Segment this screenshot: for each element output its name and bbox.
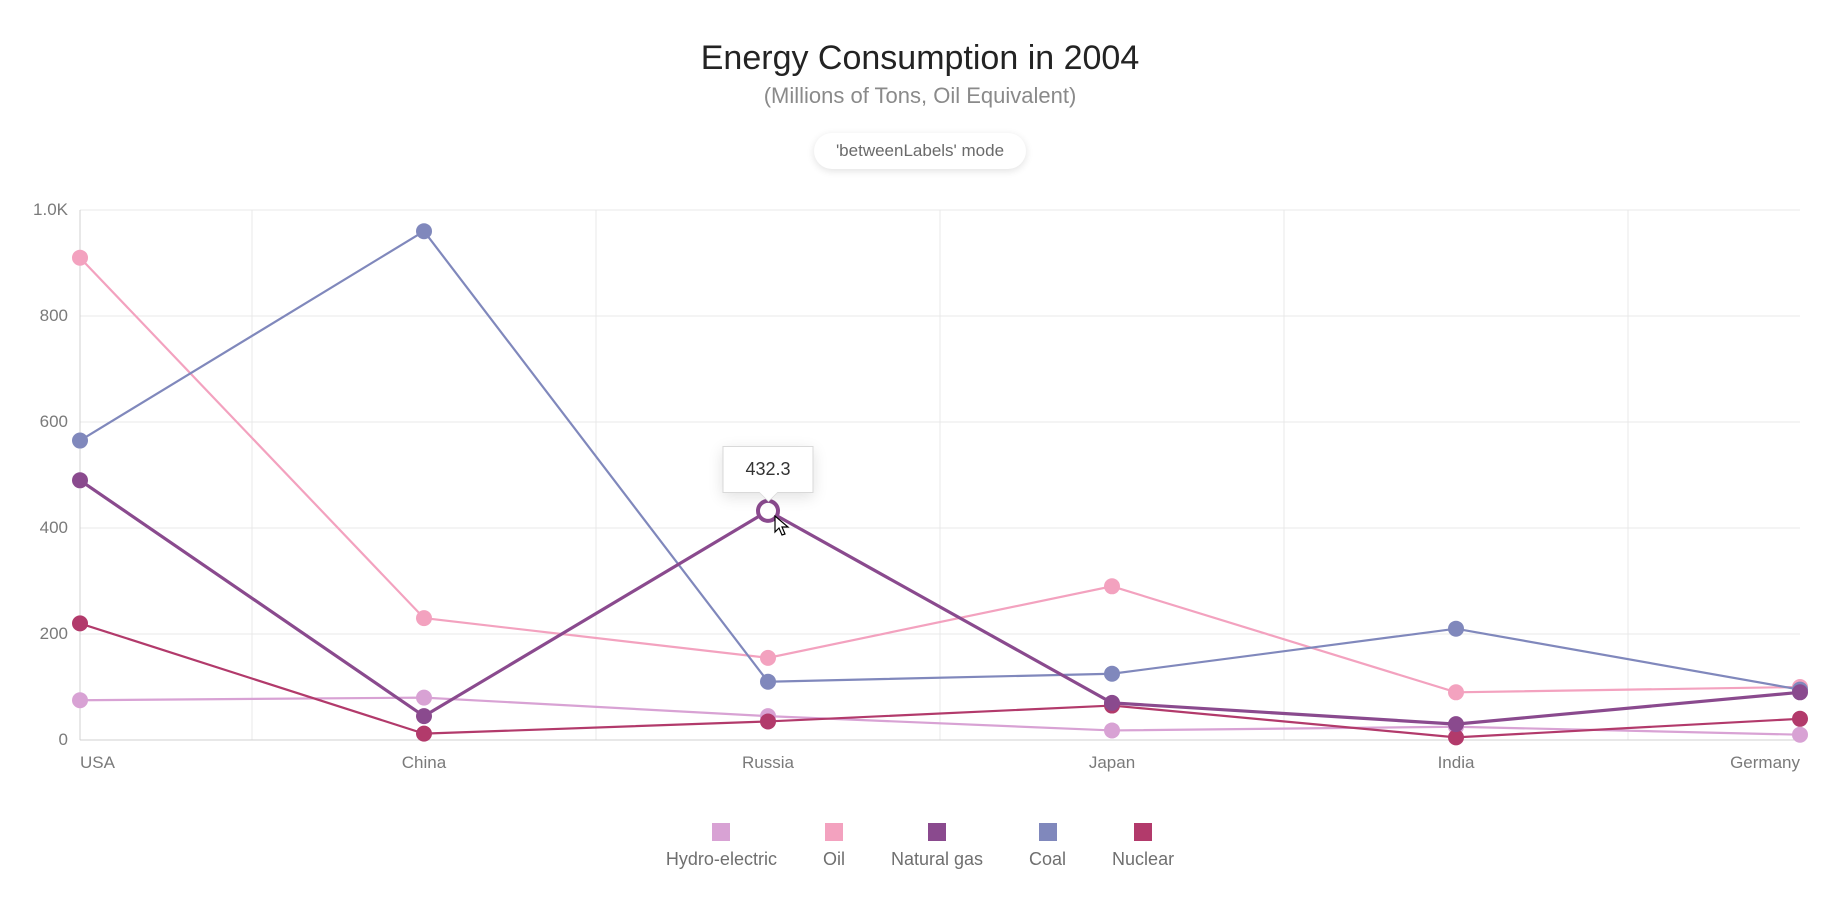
legend-item-oil[interactable]: Oil (823, 823, 845, 870)
y-tick-label: 200 (40, 624, 68, 643)
series-marker-gas[interactable] (1104, 695, 1120, 711)
series-marker-oil[interactable] (72, 250, 88, 266)
plot-area[interactable]: 0 200 400 600 800 1.0K USA China Russia Japan Indi… (0, 200, 1840, 780)
x-tick-label: USA (80, 753, 116, 772)
plot-svg: 0 200 400 600 800 1.0K USA China Russia Japan Indi… (0, 200, 1840, 780)
y-tick-label: 600 (40, 412, 68, 431)
legend-item-hydro[interactable]: Hydro-electric (666, 823, 777, 870)
series-marker-coal[interactable] (416, 223, 432, 239)
chart-subtitle: (Millions of Tons, Oil Equivalent) (0, 83, 1840, 109)
y-tick-label: 0 (59, 730, 68, 749)
chart-title: Energy Consumption in 2004 (0, 38, 1840, 79)
legend-swatch (712, 823, 730, 841)
series-marker-gas[interactable] (72, 472, 88, 488)
legend-label: Nuclear (1112, 849, 1174, 870)
series-marker-nuclear[interactable] (416, 726, 432, 742)
legend-item-gas[interactable]: Natural gas (891, 823, 983, 870)
x-tick-label: Japan (1089, 753, 1135, 772)
mode-badge[interactable]: 'betweenLabels' mode (814, 133, 1026, 169)
series-marker-oil[interactable] (416, 610, 432, 626)
y-tick-label: 400 (40, 518, 68, 537)
series-marker-gas[interactable] (1792, 684, 1808, 700)
legend-label: Hydro-electric (666, 849, 777, 870)
tooltip: 432.3 (722, 446, 813, 493)
series-marker-hydro[interactable] (1792, 727, 1808, 743)
x-tick-label: China (402, 753, 447, 772)
chart-container: Energy Consumption in 2004 (Millions of … (0, 0, 1840, 900)
y-tick-label: 800 (40, 306, 68, 325)
series-marker-gas[interactable] (1448, 716, 1464, 732)
legend-swatch (825, 823, 843, 841)
series-marker-coal[interactable] (760, 674, 776, 690)
series-marker-nuclear[interactable] (72, 615, 88, 631)
y-tick-label: 1.0K (33, 200, 69, 219)
x-tick-label: India (1438, 753, 1475, 772)
title-block: Energy Consumption in 2004 (Millions of … (0, 0, 1840, 169)
series-marker-coal[interactable] (72, 433, 88, 449)
legend: Hydro-electric Oil Natural gas Coal Nuclear (0, 823, 1840, 870)
series-marker-coal[interactable] (1448, 621, 1464, 637)
legend-swatch (1039, 823, 1057, 841)
legend-swatch (1134, 823, 1152, 841)
series-marker-coal[interactable] (1104, 666, 1120, 682)
series-marker-hydro[interactable] (72, 692, 88, 708)
series-marker-hydro[interactable] (416, 690, 432, 706)
legend-swatch (928, 823, 946, 841)
legend-item-coal[interactable]: Coal (1029, 823, 1066, 870)
x-tick-label: Germany (1730, 753, 1800, 772)
series-marker-oil[interactable] (760, 650, 776, 666)
series-marker-oil[interactable] (1104, 578, 1120, 594)
x-tick-label: Russia (742, 753, 795, 772)
series-marker-nuclear[interactable] (760, 713, 776, 729)
tooltip-value: 432.3 (745, 459, 790, 479)
series-marker-hydro[interactable] (1104, 722, 1120, 738)
series-marker-oil[interactable] (1448, 684, 1464, 700)
legend-label: Natural gas (891, 849, 983, 870)
legend-item-nuclear[interactable]: Nuclear (1112, 823, 1174, 870)
legend-label: Coal (1029, 849, 1066, 870)
series-marker-gas[interactable] (416, 708, 432, 724)
legend-label: Oil (823, 849, 845, 870)
series-marker-nuclear[interactable] (1792, 711, 1808, 727)
